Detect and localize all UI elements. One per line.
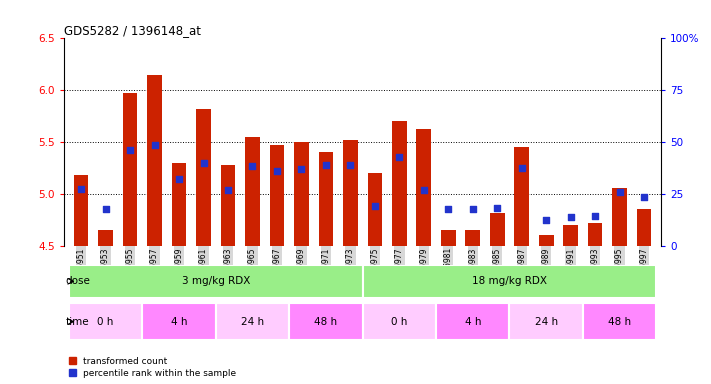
Bar <box>363 303 436 340</box>
Bar <box>490 213 505 246</box>
Bar <box>343 140 358 246</box>
Bar <box>514 147 529 246</box>
Bar <box>417 129 431 246</box>
Point <box>589 213 601 219</box>
Point <box>491 205 503 212</box>
Bar <box>215 303 289 340</box>
Bar <box>69 303 142 340</box>
Point <box>296 166 307 172</box>
Text: 0 h: 0 h <box>391 316 407 327</box>
Text: 4 h: 4 h <box>171 316 187 327</box>
Bar <box>368 173 383 246</box>
Point <box>198 160 209 166</box>
Point <box>467 207 479 213</box>
Point <box>320 162 331 168</box>
Text: 48 h: 48 h <box>608 316 631 327</box>
Bar <box>289 303 363 340</box>
Bar <box>612 188 627 246</box>
Text: 48 h: 48 h <box>314 316 338 327</box>
Point <box>247 163 258 169</box>
Point <box>100 207 112 213</box>
Text: 3 mg/kg RDX: 3 mg/kg RDX <box>181 276 250 286</box>
Bar <box>171 163 186 246</box>
Text: 18 mg/kg RDX: 18 mg/kg RDX <box>472 276 547 286</box>
Point <box>272 168 283 174</box>
Point <box>124 147 136 154</box>
Bar <box>392 121 407 246</box>
Bar <box>583 303 656 340</box>
Point <box>369 203 380 209</box>
Bar <box>123 93 137 246</box>
Text: time: time <box>65 316 89 327</box>
Point <box>173 176 185 182</box>
Bar <box>294 142 309 246</box>
Bar <box>196 109 211 246</box>
Text: GDS5282 / 1396148_at: GDS5282 / 1396148_at <box>64 24 201 37</box>
Bar <box>98 230 113 246</box>
Bar <box>74 175 88 246</box>
Bar <box>269 145 284 246</box>
Bar <box>441 230 456 246</box>
Bar <box>69 265 363 298</box>
Point <box>638 194 650 200</box>
Bar <box>319 152 333 246</box>
Text: dose: dose <box>65 276 90 286</box>
Point <box>345 162 356 168</box>
Point <box>75 186 87 192</box>
Text: 24 h: 24 h <box>241 316 264 327</box>
Bar <box>220 165 235 246</box>
Point <box>442 207 454 213</box>
Text: 24 h: 24 h <box>535 316 557 327</box>
Point <box>516 165 528 171</box>
Bar <box>637 210 651 246</box>
Point <box>223 187 234 193</box>
Bar <box>539 235 554 246</box>
Legend: transformed count, percentile rank within the sample: transformed count, percentile rank withi… <box>68 357 236 377</box>
Bar <box>588 223 602 246</box>
Point <box>418 187 429 193</box>
Point <box>565 214 577 220</box>
Bar <box>436 303 510 340</box>
Bar <box>142 303 215 340</box>
Bar <box>363 265 656 298</box>
Point <box>149 142 160 148</box>
Point <box>540 217 552 223</box>
Bar <box>510 303 583 340</box>
Bar <box>466 230 480 246</box>
Text: 0 h: 0 h <box>97 316 114 327</box>
Bar <box>147 74 162 246</box>
Bar <box>245 137 260 246</box>
Point <box>394 154 405 160</box>
Text: 4 h: 4 h <box>464 316 481 327</box>
Point <box>614 189 625 195</box>
Bar <box>563 225 578 246</box>
